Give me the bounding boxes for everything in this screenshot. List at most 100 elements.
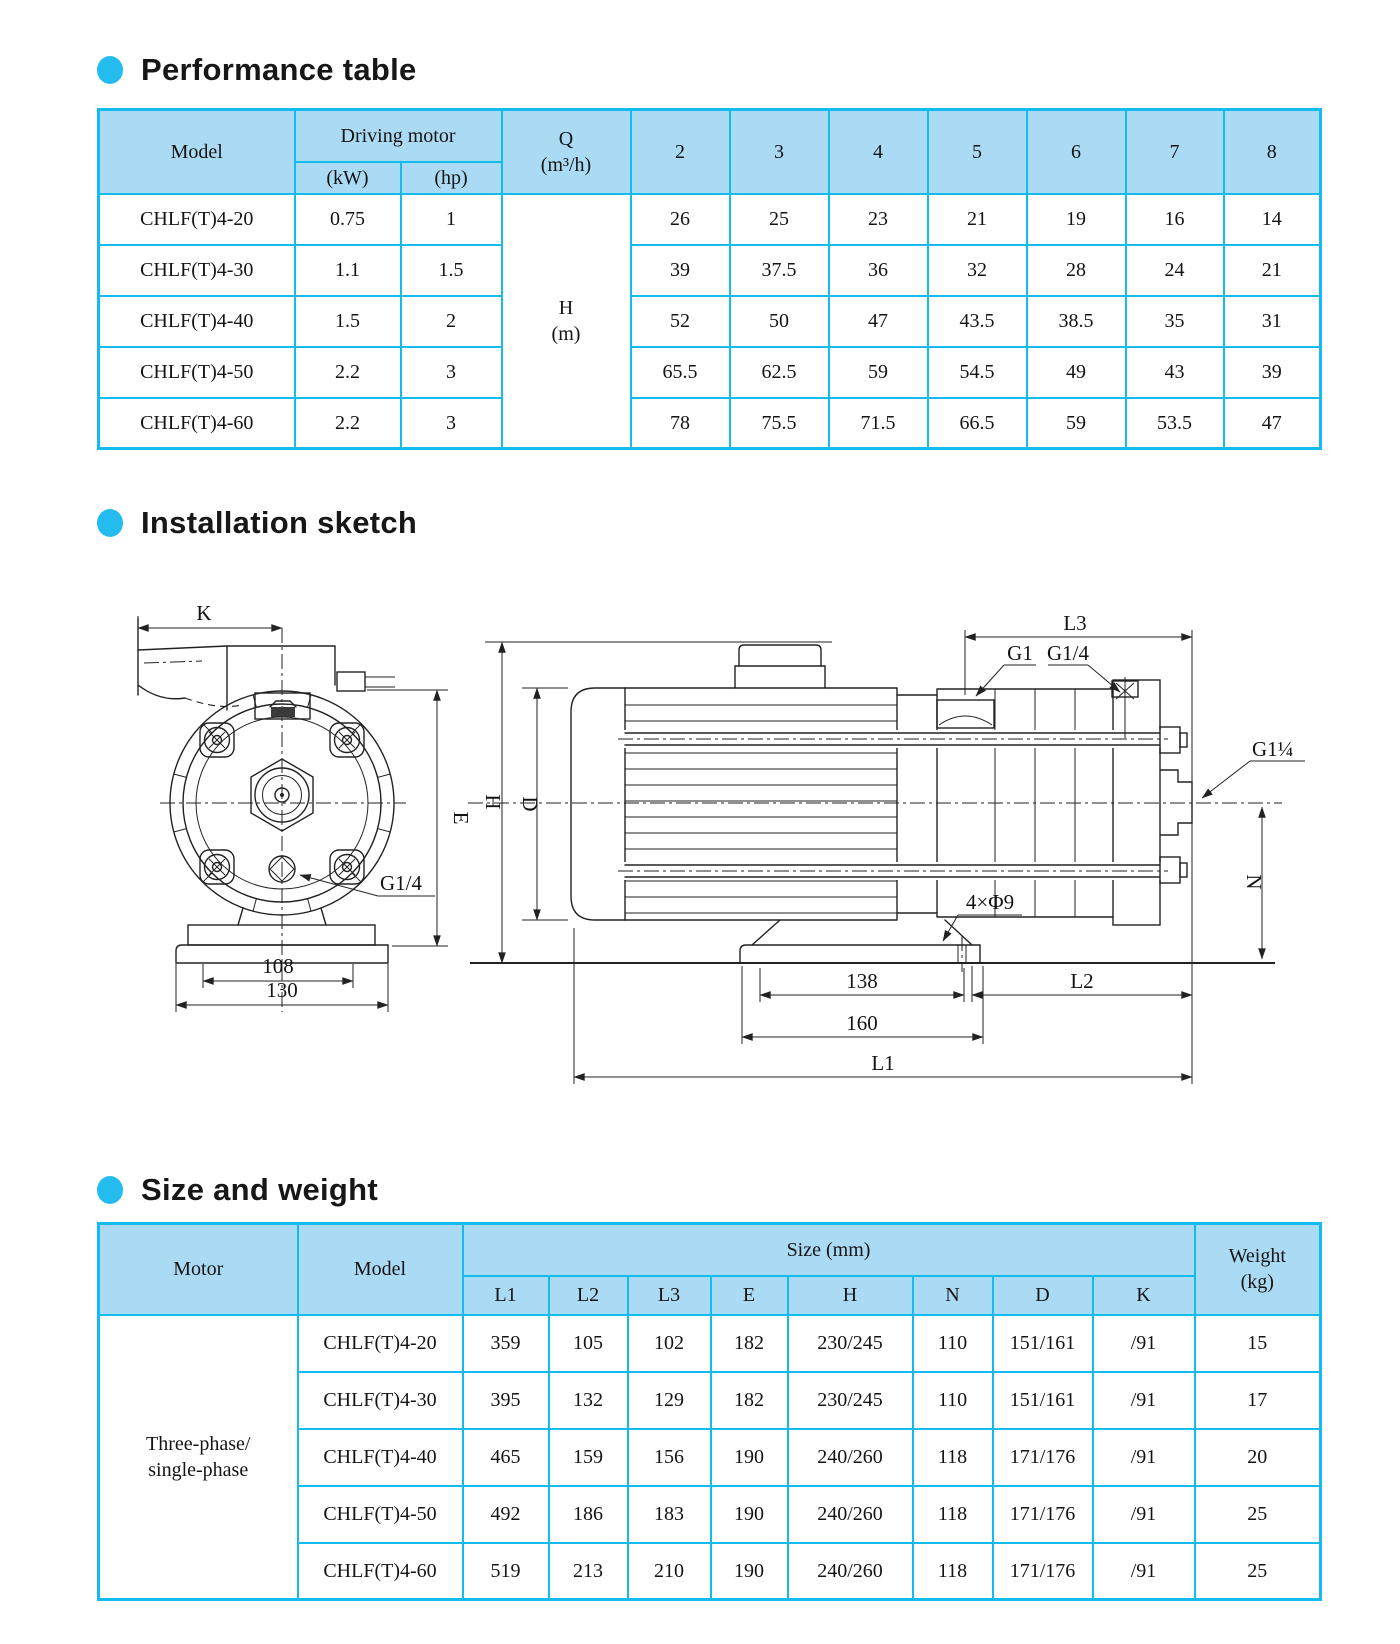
head-value-cell: 35 [1124, 294, 1225, 348]
weight-cell: 20 [1193, 1427, 1322, 1487]
size-value-cell: 190 [709, 1541, 789, 1601]
dim-label-l3: L3 [1063, 611, 1086, 635]
size-col-n: N [911, 1274, 994, 1316]
size-value-cell: 118 [911, 1541, 994, 1601]
size-value-cell: /91 [1091, 1484, 1196, 1544]
size-value-cell: 359 [461, 1313, 550, 1373]
size-value-cell: 465 [461, 1427, 550, 1487]
head-value-cell: 36 [827, 243, 929, 297]
head-value-cell: 19 [1025, 192, 1127, 246]
head-value-cell: 39 [1222, 345, 1322, 399]
perf-col-flow-4: 4 [827, 108, 929, 195]
size-col-model: Model [296, 1222, 464, 1316]
head-value-cell: 43 [1124, 345, 1225, 399]
head-value-cell: 31 [1222, 294, 1322, 348]
perf-row: CHLF(T)4-30 1.1 1.5 39 37.5 36 32 28 24 … [97, 243, 1322, 297]
head-value-cell: 26 [629, 192, 731, 246]
dim-label-160: 160 [846, 1011, 878, 1035]
size-value-cell: 240/260 [786, 1427, 914, 1487]
size-col-motor: Motor [97, 1222, 299, 1316]
size-col-l3: L3 [626, 1274, 712, 1316]
size-header-row-1: Motor Model Size (mm) Weight (kg) [97, 1222, 1322, 1316]
base-holes-label: 4×Φ9 [966, 890, 1014, 914]
size-value-cell: 171/176 [991, 1427, 1094, 1487]
head-value-cell: 37.5 [728, 243, 830, 297]
size-col-h: H [786, 1274, 914, 1316]
size-row: CHLF(T)4-40 465 159 156 190 240/260 118 … [99, 1427, 1322, 1487]
head-value-cell: 50 [728, 294, 830, 348]
head-value-cell: 39 [629, 243, 731, 297]
dim-label-108: 108 [262, 954, 294, 978]
port-label-g14-front: G1/4 [380, 871, 423, 895]
head-value-cell: 21 [1222, 243, 1322, 297]
size-value-cell: 230/245 [786, 1370, 914, 1430]
head-value-cell: 25 [728, 192, 830, 246]
section-bullet-icon [97, 1176, 123, 1204]
size-value-cell: 213 [547, 1541, 629, 1601]
weight-cell: 25 [1193, 1484, 1322, 1544]
head-value-cell: 23 [827, 192, 929, 246]
perf-col-hp: (hp) [399, 160, 503, 195]
size-header-row-2: L1 L2 L3 E H N D K [99, 1274, 1321, 1316]
hp-cell: 1 [399, 192, 503, 246]
perf-header-row-2: (kW) (hp) [99, 160, 1321, 195]
port-label-g1: G1 [1007, 641, 1033, 665]
perf-col-kw: (kW) [293, 160, 402, 195]
size-value-cell: /91 [1091, 1370, 1196, 1430]
size-value-cell: 118 [911, 1427, 994, 1487]
perf-col-model: Model [97, 108, 296, 195]
installation-section-title: Installation sketch [97, 505, 417, 541]
model-cell: CHLF(T)4-20 [296, 1313, 464, 1373]
dim-label-e: E [449, 812, 473, 825]
perf-row: CHLF(T)4-60 2.2 3 78 75.5 71.5 66.5 59 5… [97, 396, 1322, 450]
size-value-cell: /91 [1091, 1313, 1196, 1373]
size-row: CHLF(T)4-60 519 213 210 190 240/260 118 … [99, 1541, 1322, 1601]
size-value-cell: 151/161 [991, 1313, 1094, 1373]
model-cell: CHLF(T)4-40 [296, 1427, 464, 1487]
head-value-cell: 28 [1025, 243, 1127, 297]
head-value-cell: 21 [926, 192, 1028, 246]
size-value-cell: 110 [911, 1313, 994, 1373]
size-value-cell: 182 [709, 1370, 789, 1430]
size-weight-section-title: Size and weight [97, 1172, 378, 1208]
head-unit-cell: H (m) [500, 192, 632, 450]
size-value-cell: 182 [709, 1313, 789, 1373]
size-row: Three-phase/ single-phase CHLF(T)4-20 35… [97, 1313, 1322, 1601]
size-value-cell: 190 [709, 1427, 789, 1487]
motor-type-cell: Three-phase/ single-phase [97, 1313, 299, 1601]
weight-cell: 15 [1193, 1313, 1322, 1373]
head-value-cell: 43.5 [926, 294, 1028, 348]
size-col-group: Size (mm) [461, 1222, 1196, 1277]
size-value-cell: 151/161 [991, 1370, 1094, 1430]
perf-row: CHLF(T)4-20 0.75 1 H (m) 26 25 23 21 19 … [97, 192, 1322, 450]
installation-title-text: Installation sketch [141, 505, 418, 540]
kw-cell: 1.1 [293, 243, 402, 297]
head-value-cell: 14 [1222, 192, 1322, 246]
head-value-cell: 71.5 [827, 396, 929, 450]
size-value-cell: 110 [911, 1370, 994, 1430]
dim-label-h: H [481, 794, 505, 809]
size-value-cell: 132 [547, 1370, 629, 1430]
model-cell: CHLF(T)4-30 [97, 243, 296, 297]
head-value-cell: 49 [1025, 345, 1127, 399]
perf-col-flow-5: 5 [926, 108, 1028, 195]
head-value-cell: 59 [827, 345, 929, 399]
size-value-cell: /91 [1091, 1541, 1196, 1601]
head-value-cell: 52 [629, 294, 731, 348]
hp-cell: 1.5 [399, 243, 503, 297]
head-value-cell: 65.5 [629, 345, 731, 399]
drain-plug [268, 855, 296, 883]
shaft-hex-nut [250, 758, 314, 832]
dim-label-130: 130 [266, 978, 298, 1002]
head-value-cell: 16 [1124, 192, 1225, 246]
size-value-cell: /91 [1091, 1427, 1196, 1487]
model-cell: CHLF(T)4-50 [296, 1484, 464, 1544]
kw-cell: 1.5 [293, 294, 402, 348]
size-value-cell: 156 [626, 1427, 712, 1487]
size-value-cell: 159 [547, 1427, 629, 1487]
size-col-k: K [1091, 1274, 1196, 1316]
size-value-cell: 105 [547, 1313, 629, 1373]
performance-section-title: Performance table [97, 52, 417, 88]
size-col-weight: Weight (kg) [1193, 1222, 1322, 1316]
